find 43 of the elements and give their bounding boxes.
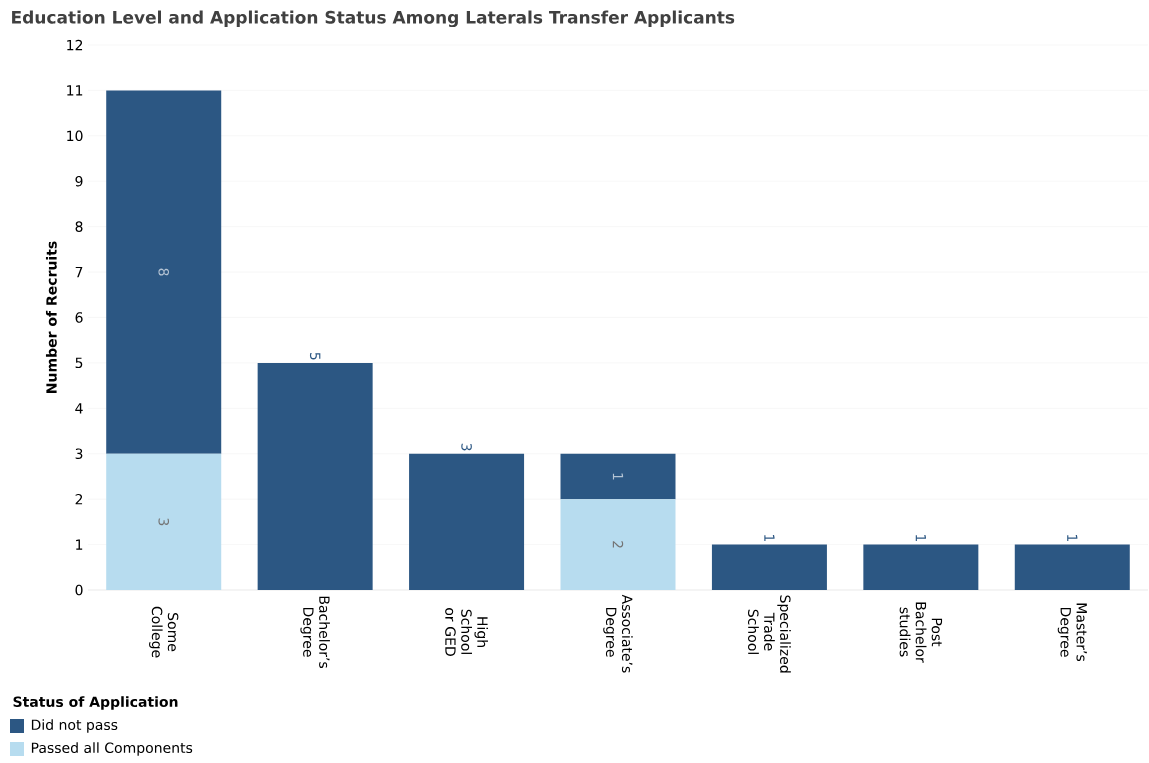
bar [409,453,525,590]
data-label: 1 [1067,534,1078,542]
x-tick-label: High School or GED [445,608,488,656]
x-tick-label: Associate’s Degree [603,594,633,673]
data-label: 3 [461,443,472,451]
y-tick-label: 10 [67,130,83,142]
bar [106,90,222,454]
legend-label: Did not pass [31,719,118,733]
y-tick-label: 4 [75,403,83,414]
y-tick-label: 5 [75,357,83,369]
x-tick-label: Some College [149,606,179,658]
chart-title: Education Level and Application Status Among Laterals Transfer Applicants [12,10,735,28]
y-tick-label: 3 [75,448,83,460]
x-tick-label: Specialized Trade School [748,595,791,673]
bar [1014,544,1130,590]
data-label: 8 [158,268,170,276]
y-tick-label: 0 [75,584,83,596]
x-tick-label: Master’s Degree [1057,603,1087,662]
bar [711,544,827,590]
legend-label: Passed all Components [31,742,193,756]
y-tick-label: 11 [67,85,83,96]
data-label: 1 [915,534,926,542]
x-tick-label: Bachelor’s Degree [300,596,330,668]
data-label: 3 [158,518,170,526]
y-tick-label: 9 [75,175,83,187]
legend-title: Status of Application [13,696,178,710]
data-label: 2 [612,541,624,548]
x-tick-label: Post Bachelor studies [899,602,943,663]
y-tick-label: 1 [76,539,83,550]
bar [257,362,373,590]
bar [560,499,676,590]
y-tick-label: 7 [75,266,83,278]
bar [863,544,979,590]
y-axis-title: Number of Recruits [45,241,57,393]
y-tick-label: 8 [75,221,83,232]
y-tick-label: 12 [67,39,83,51]
data-label: 1 [612,473,624,480]
y-tick-label: 6 [75,312,83,323]
data-label: 5 [309,352,321,360]
bar [560,453,676,500]
bar [106,453,222,590]
y-tick-label: 2 [75,493,83,505]
data-label: 1 [764,534,775,542]
